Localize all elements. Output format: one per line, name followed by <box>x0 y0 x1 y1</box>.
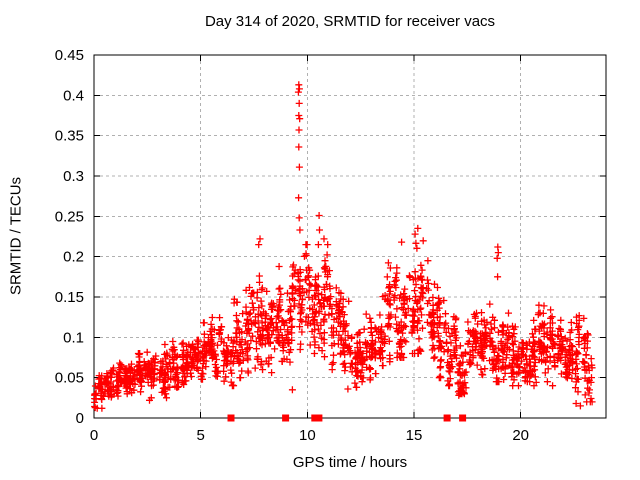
svg-text:0.2: 0.2 <box>63 249 84 266</box>
svg-text:0.05: 0.05 <box>55 370 84 387</box>
svg-text:20: 20 <box>512 427 529 444</box>
svg-text:0.4: 0.4 <box>63 87 84 104</box>
svg-text:5: 5 <box>196 427 204 444</box>
chart-title: Day 314 of 2020, SRMTID for receiver vac… <box>204 13 496 30</box>
svg-text:0.25: 0.25 <box>55 208 84 225</box>
svg-text:10: 10 <box>299 427 316 444</box>
svg-text:0.1: 0.1 <box>63 329 84 346</box>
svg-text:0: 0 <box>90 427 98 444</box>
x-axis-label: GPS time / hours <box>292 454 408 471</box>
svg-text:0: 0 <box>76 410 84 427</box>
svg-text:0.45: 0.45 <box>55 47 84 64</box>
svg-text:0.15: 0.15 <box>55 289 84 306</box>
svg-text:0.3: 0.3 <box>63 168 84 185</box>
svg-text:15: 15 <box>406 427 423 444</box>
svg-text:0.35: 0.35 <box>55 128 84 145</box>
